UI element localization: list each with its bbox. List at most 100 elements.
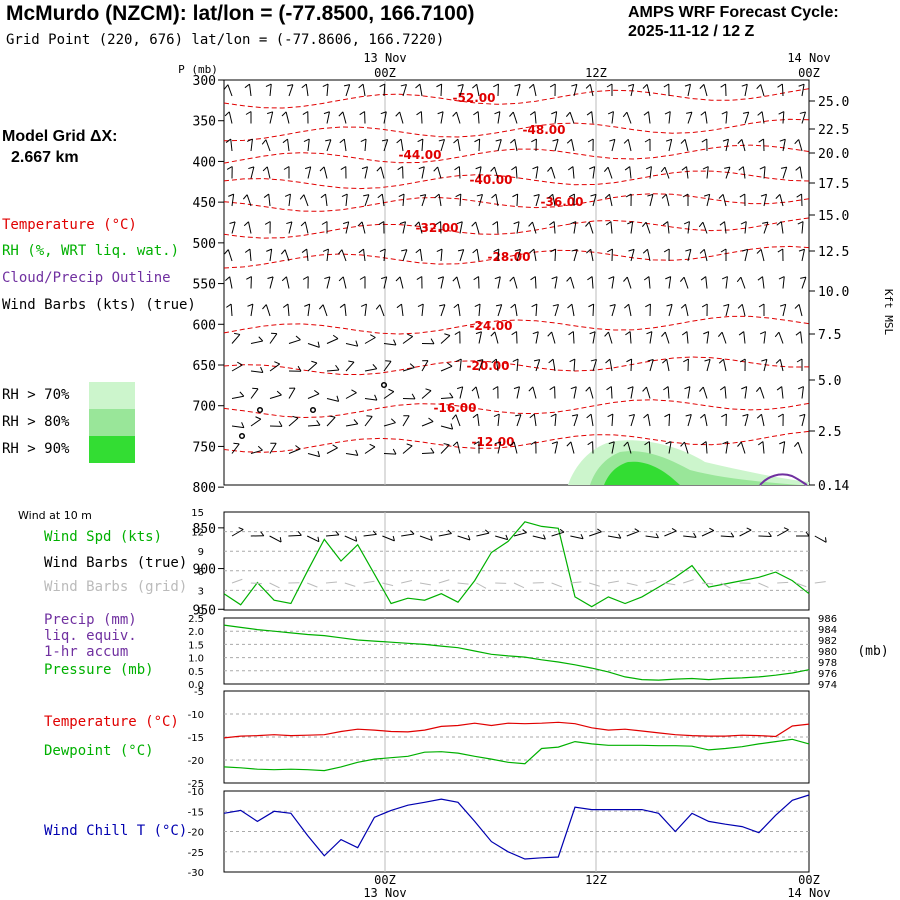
wind-barb — [402, 393, 416, 400]
wind-barb — [645, 303, 651, 317]
wind-barb-flag — [244, 83, 250, 89]
wind-barb-flag — [353, 419, 359, 425]
wind-speed-tick-label: 15 — [191, 508, 204, 519]
pressure-tick-label: 400 — [193, 155, 216, 170]
wind-barb — [741, 386, 748, 399]
wind-barb-flag — [378, 221, 385, 226]
wind-barb-flag — [665, 441, 672, 445]
grid-point-subtitle: Grid Point (220, 676) lat/lon = (-77.860… — [6, 32, 445, 48]
wind-barb — [375, 304, 385, 317]
wind-barb-staff — [706, 359, 711, 372]
wind-barb — [528, 386, 537, 399]
wind-barb — [512, 193, 519, 207]
sfc-barb-grid-staff — [814, 581, 826, 584]
wind-barb-flag — [663, 386, 669, 391]
sfc-barb-flag — [805, 531, 810, 537]
sfc-wind-barb-true — [683, 532, 697, 538]
height-tick-label: 5.0 — [818, 374, 841, 389]
wind-barb-staff — [742, 166, 746, 179]
wind-barb-flag — [799, 413, 806, 417]
wind-barb — [358, 83, 366, 97]
wind-barb — [421, 417, 434, 427]
wind-barb — [402, 415, 410, 427]
forecast-cycle-label: AMPS WRF Forecast Cycle: — [628, 4, 839, 21]
wind-barb-flag — [246, 138, 253, 142]
wind-barb — [452, 111, 461, 124]
wind-barb-flag — [702, 166, 709, 170]
wind-barb-flag — [548, 358, 554, 364]
wind-barb-staff — [421, 304, 424, 317]
wind-barb-staff — [228, 111, 233, 124]
wind-barb-flag — [261, 139, 267, 145]
wind-barb-staff — [798, 139, 803, 152]
wind-barb — [590, 359, 597, 372]
wind-chill-tick-label: -10 — [188, 787, 204, 798]
wind-barb-flag — [589, 166, 595, 170]
wind-barb-staff — [646, 84, 651, 97]
wind-barb — [364, 334, 376, 344]
wind-barb — [303, 138, 310, 152]
wind-barb-flag — [397, 166, 403, 171]
isotherm-line — [223, 217, 810, 239]
wind-barb-flag — [447, 362, 453, 367]
wind-barb-staff — [343, 139, 347, 152]
wind-barb-staff — [513, 276, 518, 289]
wind-barb — [702, 166, 709, 179]
wind-barb — [569, 358, 576, 372]
wind-barb — [686, 111, 693, 124]
wind-chill-tick-label: -15 — [188, 807, 204, 818]
sfc-wind-barb-grid — [570, 581, 582, 584]
wind-barb-staff — [687, 221, 690, 234]
wind-barb-flag — [449, 392, 454, 398]
pressure-tick-label: 850 — [193, 522, 216, 537]
wind-barb-flag — [323, 111, 330, 115]
wind-barb-flag — [607, 413, 614, 418]
wind-barb — [283, 166, 290, 179]
pressure-tick-label: 950 — [193, 603, 216, 618]
sfc-barb-staff — [607, 535, 621, 539]
wind-barb — [720, 248, 727, 261]
wind-barb-staff — [288, 387, 296, 399]
wind-barb-staff — [269, 249, 273, 262]
wind-barb-flag — [585, 221, 590, 227]
sfc-wind-barb-true — [814, 535, 827, 543]
sfc-barb-grid-staff — [701, 582, 714, 585]
wind-barb-flag — [547, 166, 552, 172]
wind-barb-staff — [550, 166, 556, 179]
wind-barb — [513, 386, 520, 399]
wind-barb — [756, 84, 765, 97]
wind-barb-flag — [775, 194, 781, 199]
wind-barb — [628, 414, 635, 427]
wind-barb — [642, 84, 651, 97]
wind-barb-staff — [611, 441, 615, 454]
wind-barb-staff — [364, 398, 377, 401]
wind-barb-flag — [759, 331, 766, 335]
wind-barb-staff — [307, 424, 321, 427]
wind-barb-staff — [250, 139, 253, 152]
wind-barb-staff — [761, 111, 765, 124]
wind-barb — [552, 138, 559, 152]
sfc-barb-flag — [559, 528, 565, 533]
wind-barb-staff — [459, 84, 464, 97]
wind-barb — [339, 138, 347, 152]
wind-barb-flag — [302, 111, 309, 116]
wind-barb — [603, 166, 613, 179]
wind-barb-flag — [510, 138, 516, 144]
wind-barb — [685, 248, 692, 262]
sfc-wind-barb-true — [645, 533, 659, 539]
wind-barb-flag — [322, 248, 329, 252]
wind-barb-flag — [717, 331, 723, 337]
sfc-wind-barb-true — [288, 531, 302, 537]
wind-barb — [530, 441, 537, 454]
cloud-outline — [759, 473, 808, 486]
wind-barb — [395, 111, 404, 124]
sfc-barb-flag — [238, 527, 244, 530]
wind-barb-flag — [609, 303, 616, 307]
wind-barb — [402, 333, 414, 344]
wind-barb — [364, 394, 378, 401]
wind-barb — [494, 111, 501, 124]
wind-barb-flag — [289, 387, 296, 389]
wind-barb-flag — [322, 83, 329, 88]
wind-barb-staff — [744, 414, 749, 427]
wind-barb-staff — [516, 193, 519, 207]
